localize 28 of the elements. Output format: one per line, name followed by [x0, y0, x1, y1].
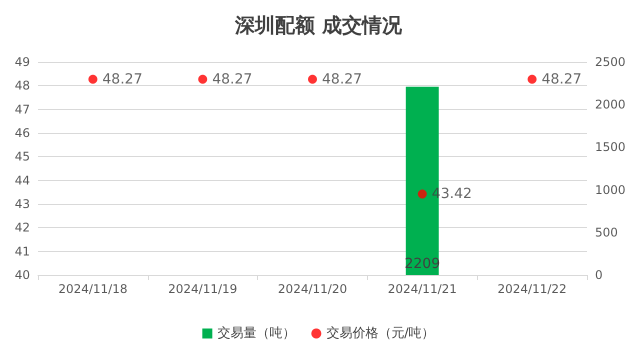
- x-tick-label: 2024/11/19: [168, 282, 238, 296]
- data-label: 48.27: [542, 71, 582, 88]
- chart-title: 深圳配额 成交情况: [234, 13, 403, 37]
- y-tick-label: 49: [14, 55, 30, 69]
- y-tick-label: 48: [14, 78, 30, 93]
- y-tick-label: 43: [14, 197, 30, 211]
- y-tick-label: 41: [14, 244, 30, 258]
- legend-label: 交易量（吨）: [217, 325, 296, 341]
- y2-tick-label: 2000: [595, 98, 626, 112]
- y2-tick-label: 500: [595, 225, 618, 240]
- data-label: 48.27: [102, 71, 142, 88]
- x-tick-label: 2024/11/22: [498, 282, 567, 296]
- x-tick-label: 2024/11/21: [388, 282, 457, 296]
- data-label: 48.27: [322, 71, 362, 88]
- y-tick-label: 45: [14, 150, 30, 164]
- x-tick-label: 2024/11/18: [58, 282, 128, 296]
- y2-tick-label: 2500: [595, 55, 626, 69]
- y2-tick-label: 1000: [595, 182, 626, 197]
- y-tick-label: 44: [14, 173, 30, 188]
- y-tick-label: 46: [14, 126, 30, 140]
- y-tick-label: 47: [14, 102, 30, 116]
- y-tick-label: 40: [14, 268, 30, 282]
- x-tick-label: 2024/11/20: [278, 282, 348, 296]
- y-tick-label: 42: [14, 220, 30, 235]
- y2-tick-label: 0: [595, 268, 603, 282]
- data-label: 48.27: [212, 71, 252, 88]
- y2-tick-label: 1500: [595, 140, 626, 154]
- legend-label: 交易价格（元/吨）: [326, 325, 435, 341]
